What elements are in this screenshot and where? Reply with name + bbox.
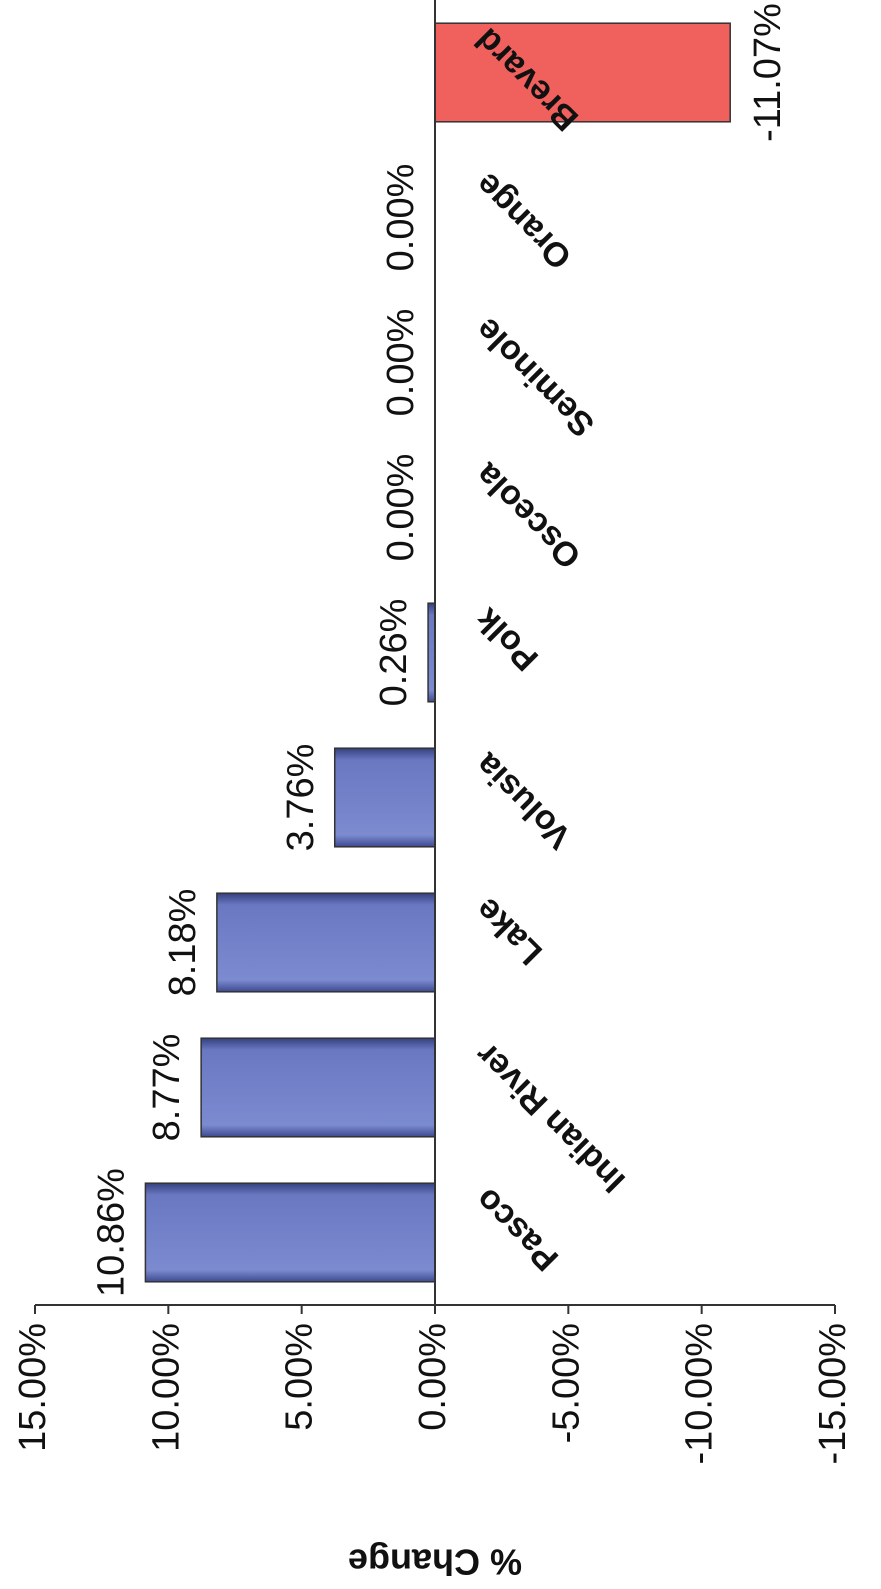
y-tick-label: -10.00% xyxy=(679,1323,721,1465)
x-tick-label: Seminole xyxy=(468,310,602,444)
value-label: 8.18% xyxy=(162,889,204,997)
value-label: 0.00% xyxy=(380,309,422,417)
bar xyxy=(200,1037,436,1138)
y-tick-label: -15.00% xyxy=(812,1323,854,1465)
value-label: 0.00% xyxy=(380,164,422,272)
x-tick-label: Indian River xyxy=(468,1035,632,1199)
y-axis-title: % Change xyxy=(348,1541,522,1582)
bar xyxy=(216,892,436,993)
bar xyxy=(427,602,436,703)
value-label: -11.07% xyxy=(747,3,789,142)
value-label: 10.86% xyxy=(90,1168,132,1297)
value-label: 0.00% xyxy=(380,454,422,562)
x-tick-label: Volusia xyxy=(467,745,578,856)
bar xyxy=(333,747,436,848)
bar xyxy=(144,1182,436,1283)
y-tick-label: 5.00% xyxy=(279,1323,321,1431)
x-tick-label: Osceola xyxy=(467,455,588,576)
value-label: 0.26% xyxy=(373,599,415,707)
plot: -15.00% -10.00% -5.00% 0.00% 5.00% 10.00% 15.0… xyxy=(12,0,854,1582)
value-label: 8.77% xyxy=(146,1034,188,1142)
value-label: 3.76% xyxy=(280,744,322,852)
x-tick-label: Orange xyxy=(468,165,579,276)
y-tick-label: 10.00% xyxy=(145,1323,187,1452)
x-tick-label: Lake xyxy=(468,890,550,972)
y-tick-label: -5.00% xyxy=(545,1323,587,1443)
x-tick-label: Pasco xyxy=(468,1180,566,1278)
y-tick-label: 15.00% xyxy=(12,1323,54,1452)
x-tick-label: Polk xyxy=(468,600,546,678)
y-tick-label: 0.00% xyxy=(412,1323,454,1431)
